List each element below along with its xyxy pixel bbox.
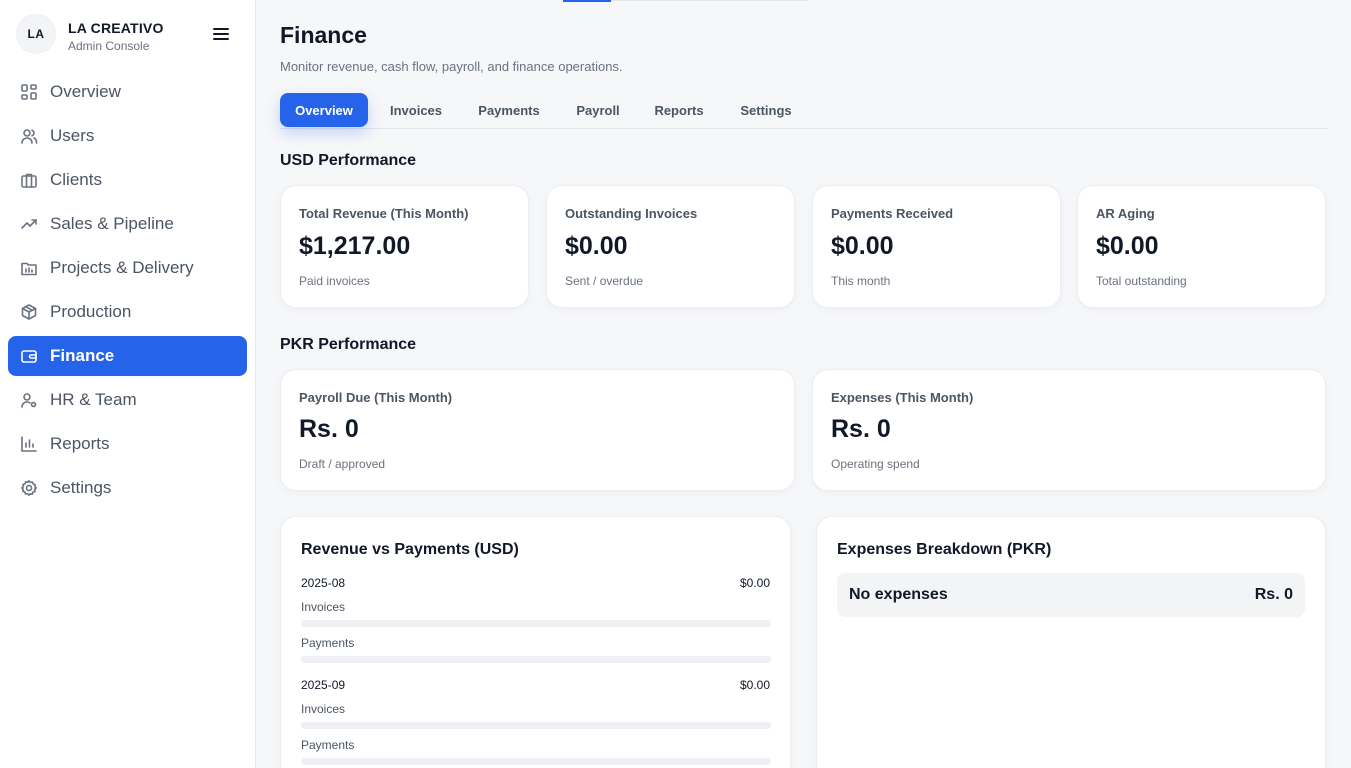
stat-card-ar-aging: AR Aging $0.00 Total outstanding xyxy=(1077,185,1326,308)
brand-avatar: LA xyxy=(16,14,56,54)
page-subtitle: Monitor revenue, cash flow, payroll, and… xyxy=(280,59,623,74)
stat-value: Rs. 0 xyxy=(831,415,891,443)
tab-overview[interactable]: Overview xyxy=(280,93,368,127)
tab-invoices[interactable]: Invoices xyxy=(389,102,443,118)
gear-icon xyxy=(20,479,38,497)
sidebar-nav: Overview Users Clients Sales & Pipeline … xyxy=(8,72,247,512)
folder-icon xyxy=(20,259,38,277)
tab-payments[interactable]: Payments xyxy=(478,102,540,118)
stat-label: Payroll Due (This Month) xyxy=(299,390,453,405)
stat-card-payments-received: Payments Received $0.00 This month xyxy=(812,185,1061,308)
stat-note: Total outstanding xyxy=(1096,274,1187,288)
stat-card-total-revenue: Total Revenue (This Month) $1,217.00 Pai… xyxy=(280,185,529,308)
sidebar-item-users[interactable]: Users xyxy=(8,116,247,156)
briefcase-icon xyxy=(20,171,38,189)
sidebar-item-label: Sales & Pipeline xyxy=(50,214,174,233)
sidebar-item-settings[interactable]: Settings xyxy=(8,468,247,508)
expenses-breakdown-card: Expenses Breakdown (PKR) No expenses Rs.… xyxy=(816,516,1326,768)
trending-up-icon xyxy=(20,215,38,233)
sidebar-item-sales-pipeline[interactable]: Sales & Pipeline xyxy=(8,204,247,244)
stat-value: $0.00 xyxy=(565,232,628,260)
stat-label: Total Revenue (This Month) xyxy=(299,206,469,221)
invoices-bar xyxy=(301,620,771,627)
stat-label: Payments Received xyxy=(831,206,954,221)
stat-value: $0.00 xyxy=(1096,232,1159,260)
sidebar-item-label: Clients xyxy=(50,170,102,189)
stat-label: Outstanding Invoices xyxy=(565,206,698,221)
invoices-bar xyxy=(301,722,771,729)
sidebar-item-label: Production xyxy=(50,302,132,321)
expense-row: No expenses Rs. 0 xyxy=(837,573,1305,617)
invoices-label: Invoices xyxy=(301,702,346,716)
sidebar-item-label: Finance xyxy=(50,346,115,365)
sidebar-item-production[interactable]: Production xyxy=(8,292,247,332)
stat-note: Paid invoices xyxy=(299,274,370,288)
sidebar-item-reports[interactable]: Reports xyxy=(8,424,247,464)
tab-reports[interactable]: Reports xyxy=(654,102,704,118)
month-amount: $0.00 xyxy=(739,576,770,590)
expenses-breakdown-title: Expenses Breakdown (PKR) xyxy=(837,541,1052,558)
sidebar-item-label: Users xyxy=(50,126,95,145)
stat-note: Draft / approved xyxy=(299,457,386,471)
sidebar-item-label: Projects & Delivery xyxy=(50,258,194,277)
sidebar-item-finance[interactable]: Finance xyxy=(8,336,247,376)
payments-bar xyxy=(301,758,771,765)
stat-label: AR Aging xyxy=(1096,206,1155,221)
box-icon xyxy=(20,303,38,321)
sidebar: LA LA CREATIVO Admin Console Overview Us… xyxy=(0,0,256,768)
tab-settings[interactable]: Settings xyxy=(740,102,792,118)
bar-chart-icon xyxy=(20,435,38,453)
sidebar-item-clients[interactable]: Clients xyxy=(8,160,247,200)
expense-amount: Rs. 0 xyxy=(1254,586,1293,603)
user-cog-icon xyxy=(20,391,38,409)
brand-name: LA CREATIVO xyxy=(68,20,164,36)
stat-note: This month xyxy=(831,274,891,288)
hamburger-menu-icon[interactable] xyxy=(212,26,230,42)
stat-card-outstanding-invoices: Outstanding Invoices $0.00 Sent / overdu… xyxy=(546,185,795,308)
stat-card-expenses: Expenses (This Month) Rs. 0 Operating sp… xyxy=(812,369,1326,491)
sidebar-item-label: Reports xyxy=(50,434,110,453)
stat-card-payroll-due: Payroll Due (This Month) Rs. 0 Draft / a… xyxy=(280,369,795,491)
month-label: 2025-08 xyxy=(301,576,346,590)
payments-bar xyxy=(301,656,771,663)
pkr-section-title: PKR Performance xyxy=(280,336,417,353)
expense-name: No expenses xyxy=(849,586,948,603)
sidebar-item-hr-team[interactable]: HR & Team xyxy=(8,380,247,420)
top-scroll-track xyxy=(611,0,807,1)
month-label: 2025-09 xyxy=(301,678,346,692)
usd-section-title: USD Performance xyxy=(280,152,417,169)
wallet-icon xyxy=(20,347,38,365)
stat-note: Operating spend xyxy=(831,457,920,471)
sidebar-item-projects-delivery[interactable]: Projects & Delivery xyxy=(8,248,247,288)
month-amount: $0.00 xyxy=(739,678,770,692)
finance-tabs: Overview Invoices Payments Payroll Repor… xyxy=(280,93,1328,129)
sidebar-item-label: Overview xyxy=(50,82,121,101)
sidebar-item-label: HR & Team xyxy=(50,390,137,409)
payments-label: Payments xyxy=(301,636,355,650)
stat-note: Sent / overdue xyxy=(565,274,644,288)
users-icon xyxy=(20,127,38,145)
brand: LA LA CREATIVO Admin Console xyxy=(16,14,240,58)
payments-label: Payments xyxy=(301,738,355,752)
page-title: Finance xyxy=(280,22,367,48)
brand-subtitle: Admin Console xyxy=(68,39,150,53)
grid-icon xyxy=(20,83,38,101)
stat-value: $0.00 xyxy=(831,232,894,260)
sidebar-item-label: Settings xyxy=(50,478,112,497)
stat-value: Rs. 0 xyxy=(299,415,359,443)
top-scroll-indicator xyxy=(563,0,611,2)
invoices-label: Invoices xyxy=(301,600,346,614)
stat-value: $1,217.00 xyxy=(299,232,411,260)
sidebar-item-overview[interactable]: Overview xyxy=(8,72,247,112)
tab-payroll[interactable]: Payroll xyxy=(576,102,620,118)
stat-label: Expenses (This Month) xyxy=(831,390,974,405)
revenue-vs-payments-title: Revenue vs Payments (USD) xyxy=(301,541,519,558)
revenue-vs-payments-card: Revenue vs Payments (USD) 2025-08 $0.00 … xyxy=(280,516,791,768)
